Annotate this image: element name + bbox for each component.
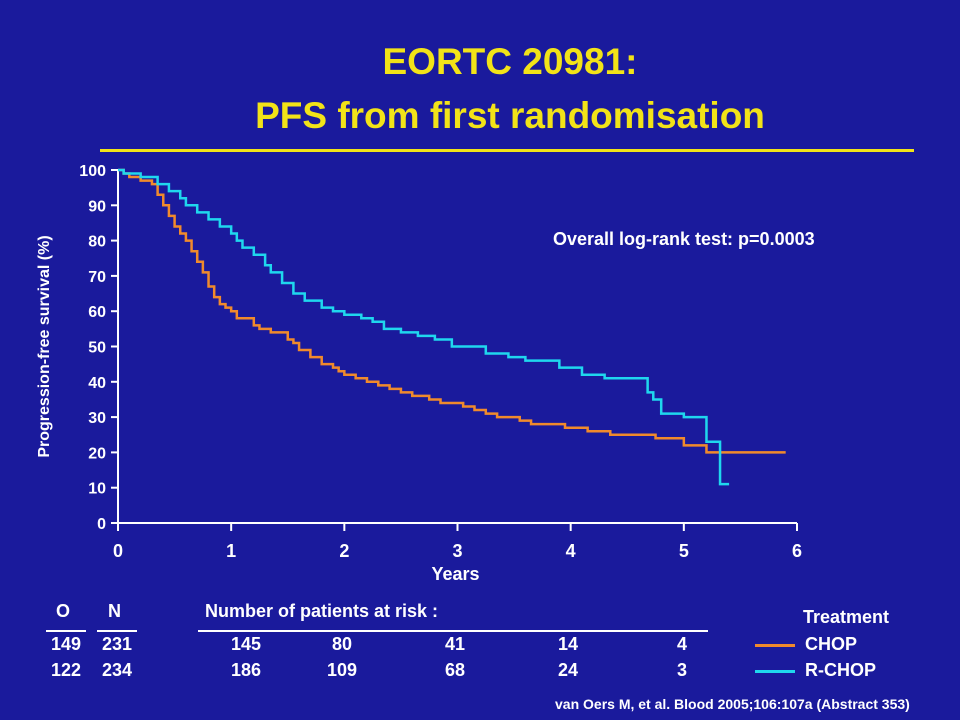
risk-at-year-value: 14 [557, 634, 579, 654]
y-tick-label: 100 [79, 163, 106, 180]
y-tick-label: 10 [88, 481, 106, 498]
y-tick-label: 50 [88, 340, 106, 357]
risk-at-year-value: 109 [326, 660, 358, 680]
citation: van Oers M, et al. Blood 2005;106:107a (… [555, 696, 910, 712]
slide-title-line2: PFS from first randomisation [255, 95, 765, 136]
risk-at-year-value: 3 [676, 660, 687, 680]
y-axis-label: Progression-free survival (%) [36, 235, 53, 457]
logrank-annotation: Overall log-rank test: p=0.0003 [553, 229, 815, 249]
risk-at-year-value: 145 [230, 634, 262, 654]
x-tick-label: 3 [452, 541, 462, 561]
risk-header-n: N [108, 601, 121, 621]
title-underline [100, 149, 914, 152]
y-tick-label: 40 [88, 375, 106, 392]
risk-underline-n [97, 630, 137, 632]
risk-at-year-value: 41 [444, 634, 466, 654]
x-tick-label: 1 [226, 541, 236, 561]
legend-swatch-rchop [755, 670, 795, 673]
risk-underline-o [46, 630, 86, 632]
legend-label-chop: CHOP [805, 634, 858, 654]
risk-at-year-value: 24 [557, 660, 579, 680]
y-tick-label: 30 [88, 410, 106, 427]
risk-at-year-value: 4 [676, 634, 687, 654]
x-tick-label: 0 [113, 541, 123, 561]
risk-at-year-value: 68 [444, 660, 466, 680]
slide-title-line1: EORTC 20981: [382, 41, 638, 82]
risk-header-title: Number of patients at risk : [205, 601, 439, 621]
y-tick-label: 60 [88, 304, 106, 321]
x-tick-label: 4 [566, 541, 576, 561]
legend-swatch-chop [755, 644, 795, 647]
risk-o-value: 122 [50, 660, 82, 680]
risk-at-year-value: 186 [230, 660, 262, 680]
y-tick-label: 90 [88, 198, 106, 215]
x-tick-label: 2 [339, 541, 349, 561]
x-tick-label: 6 [792, 541, 802, 561]
y-tick-label: 80 [88, 234, 106, 251]
risk-at-year-value: 80 [331, 634, 353, 654]
x-tick-label: 5 [679, 541, 689, 561]
x-axis-label: Years [431, 564, 479, 584]
risk-header-o: O [56, 601, 71, 621]
series-line-r-chop [118, 168, 730, 486]
y-tick-label: 0 [97, 516, 106, 533]
risk-o-value: 149 [50, 634, 82, 654]
risk-n-value: 231 [101, 634, 133, 654]
y-tick-label: 70 [88, 269, 106, 286]
risk-underline-main [198, 630, 708, 632]
y-tick-label: 20 [88, 445, 106, 462]
risk-n-value: 234 [101, 660, 133, 680]
series-line-chop [118, 168, 786, 454]
legend-title: Treatment [803, 607, 890, 627]
legend-label-rchop: R-CHOP [805, 660, 876, 680]
